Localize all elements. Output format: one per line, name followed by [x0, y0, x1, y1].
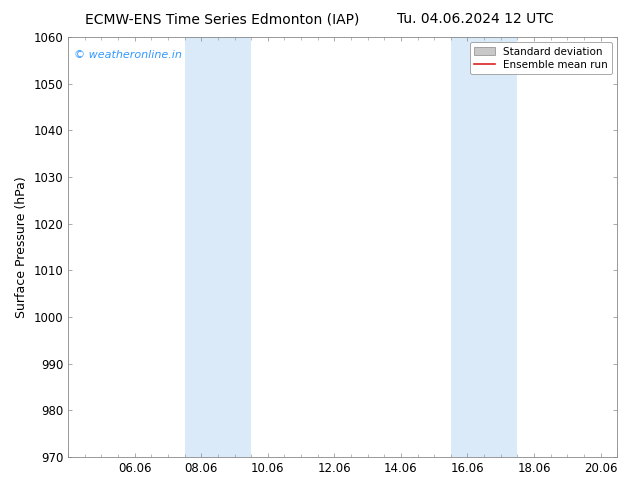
Bar: [184, 37, 251, 457]
Bar: [451, 37, 517, 457]
Text: ECMW-ENS Time Series Edmonton (IAP): ECMW-ENS Time Series Edmonton (IAP): [85, 12, 359, 26]
Text: © weatheronline.in: © weatheronline.in: [74, 50, 181, 60]
Legend: Standard deviation, Ensemble mean run: Standard deviation, Ensemble mean run: [470, 42, 612, 74]
Text: Tu. 04.06.2024 12 UTC: Tu. 04.06.2024 12 UTC: [397, 12, 554, 26]
Y-axis label: Surface Pressure (hPa): Surface Pressure (hPa): [15, 176, 28, 318]
